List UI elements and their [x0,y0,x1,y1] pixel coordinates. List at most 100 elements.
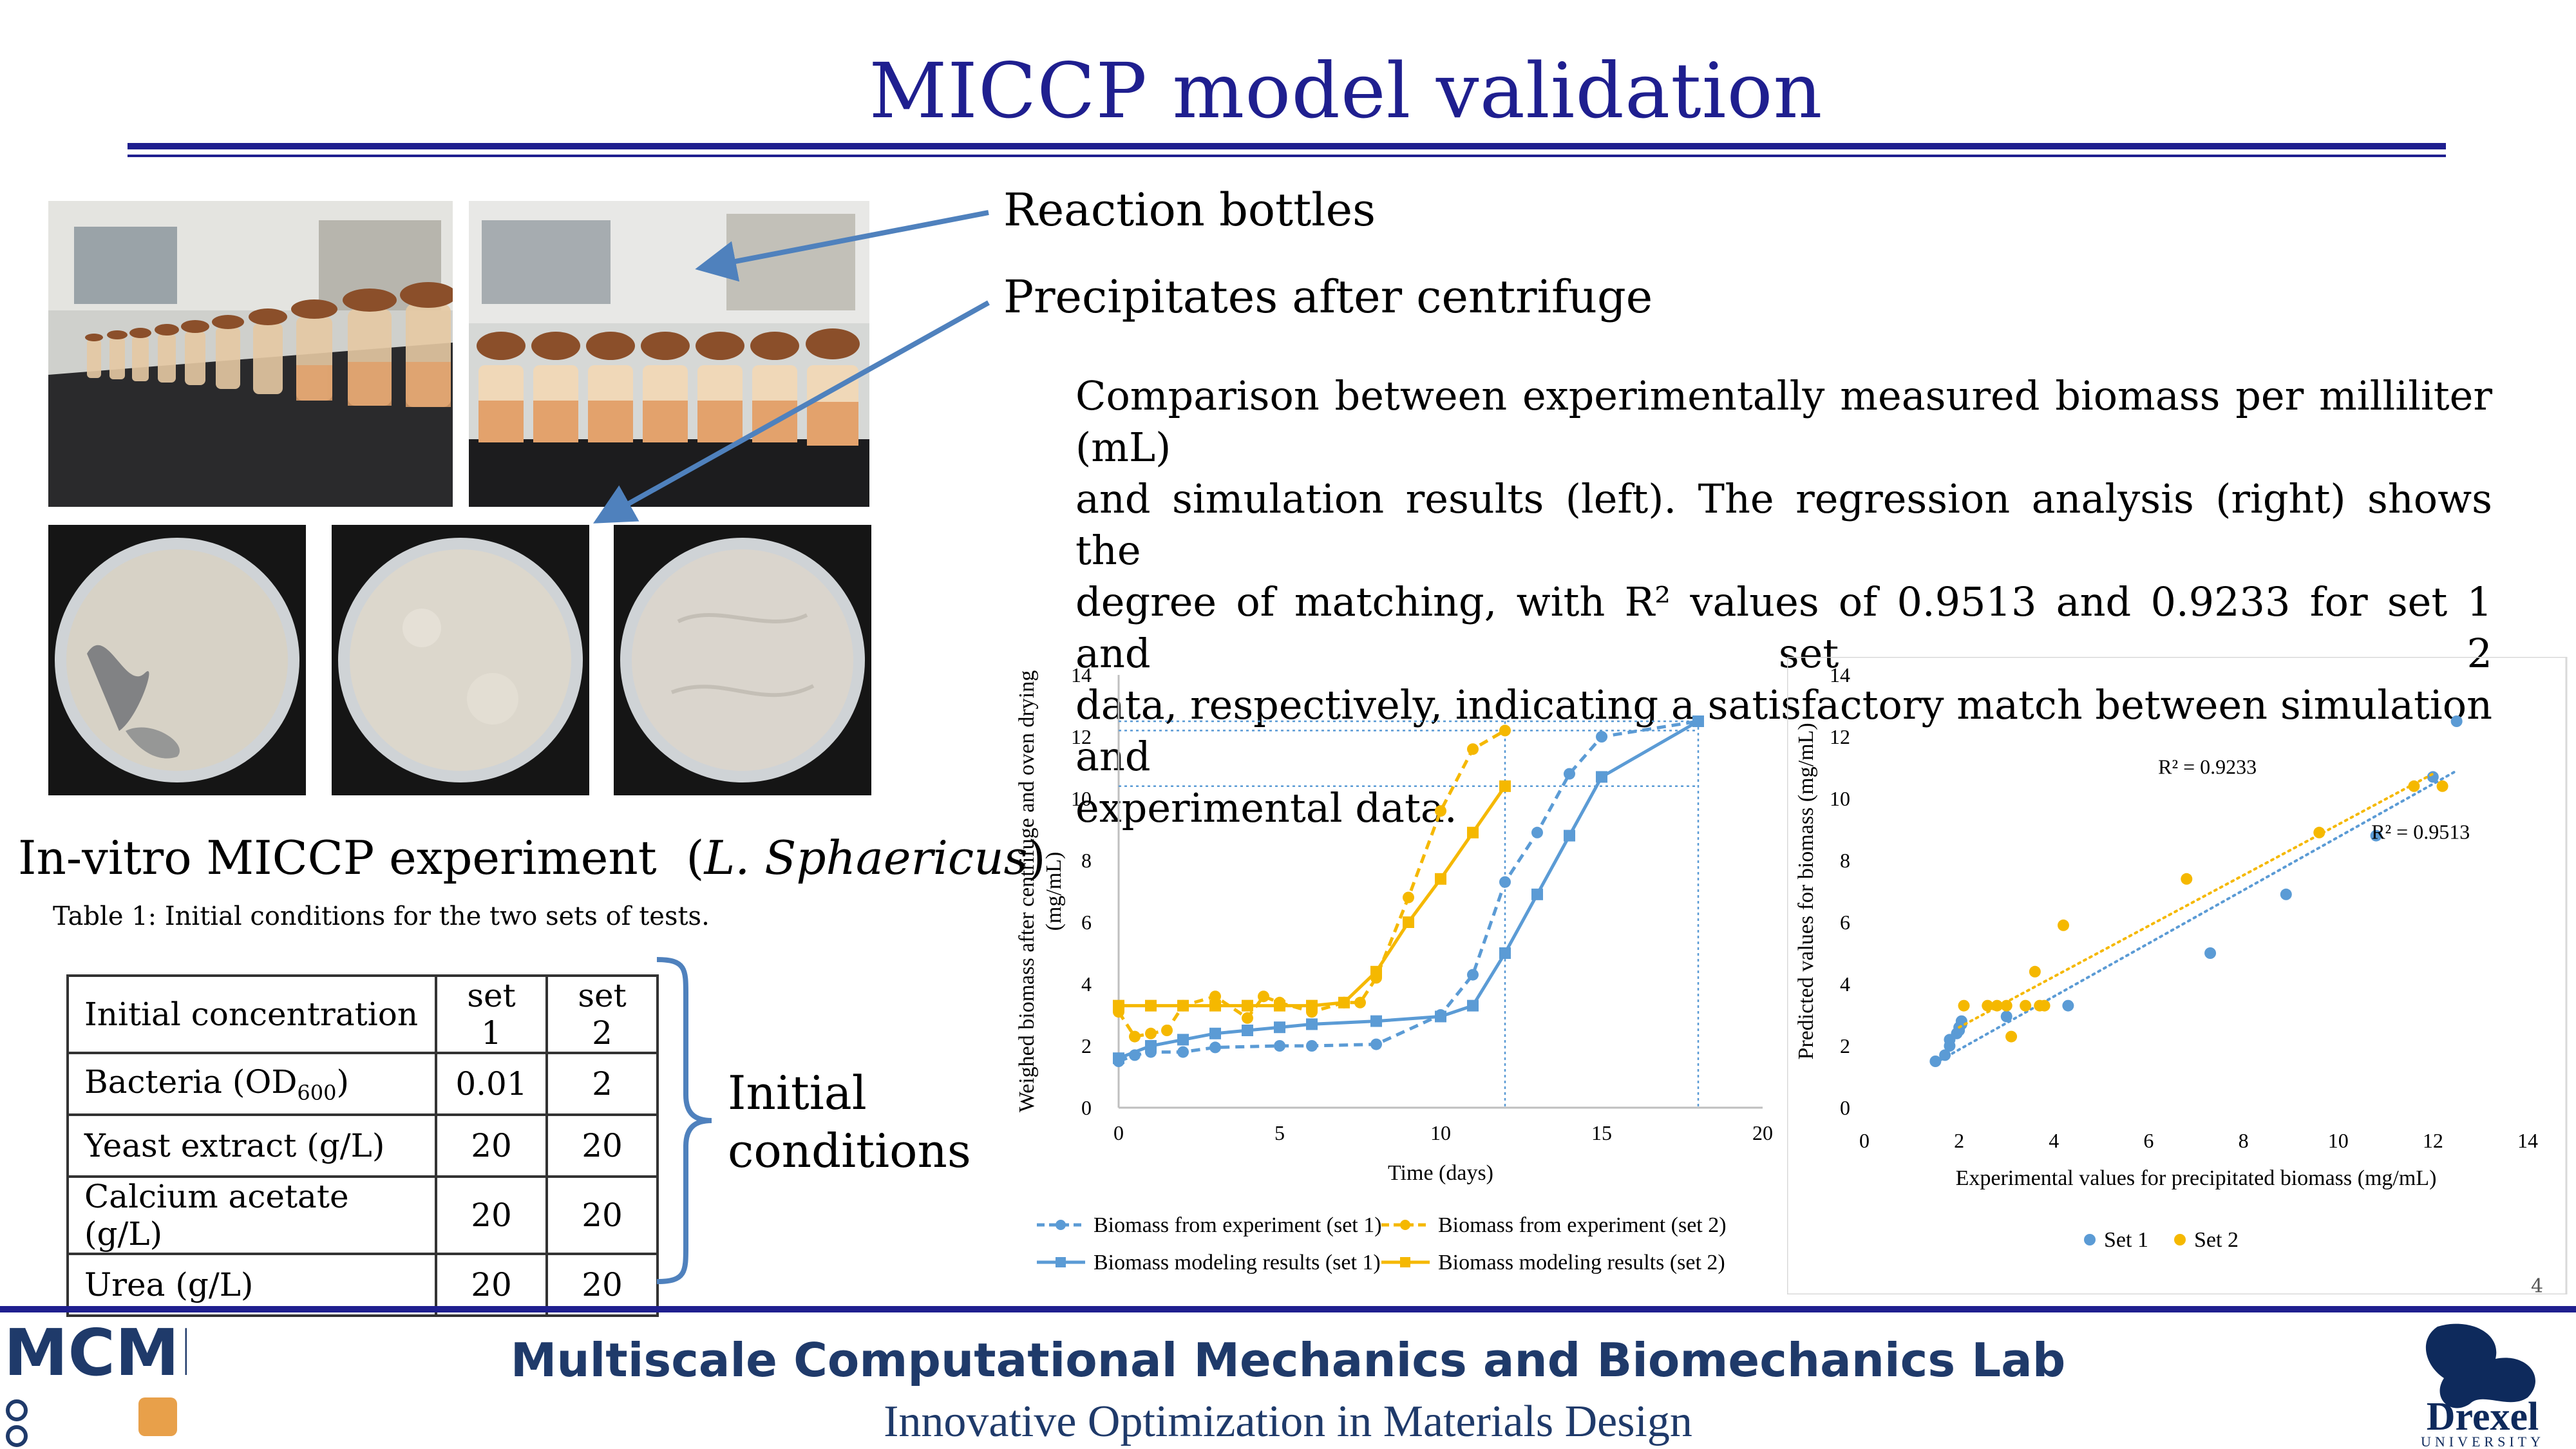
caption-line-1: Comparison between experimentally measur… [1075,372,2492,471]
scatter-point [2370,829,2382,842]
data-point [1129,1030,1141,1043]
scatter-point [1991,999,2003,1012]
data-point [1499,876,1511,888]
title-rule-thick [128,143,2446,149]
y-tick-label: 4 [1840,972,1850,996]
legend-label: Biomass modeling results (set 2) [1438,1251,1725,1274]
data-point [1145,1027,1157,1039]
table-cell: Bacteria (OD600) [66,1052,437,1116]
scatter-point [2313,826,2325,838]
data-point [1467,969,1479,981]
precipitate-photo-1 [48,525,306,795]
data-point [1499,780,1511,792]
x-tick-label: 10 [2328,1129,2349,1152]
data-point [1242,999,1253,1012]
data-point [1177,1046,1189,1058]
scatter-point [1982,999,1994,1012]
x-tick-label: 0 [1113,1121,1124,1144]
scatter-point [2181,873,2193,885]
x-tick-label: 4 [2049,1129,2059,1152]
data-point [1274,1021,1285,1034]
footer-rule [0,1306,2576,1312]
data-point [1242,1025,1253,1036]
data-point [1596,731,1607,743]
trendline-1 [1934,769,2458,1065]
data-point [1354,996,1366,1009]
data-point [1306,999,1318,1012]
table-header-row: Initial concentration set 1 set 2 [66,974,659,1054]
x-axis-label: Experimental values for precipitated bio… [1956,1166,2437,1190]
data-point [1177,1034,1189,1046]
y-tick-label: 2 [1081,1034,1092,1057]
data-point [1370,965,1382,978]
data-point [1467,826,1479,838]
y-tick-label: 10 [1830,787,1850,810]
drexel-logo-subtext: UNIVERSITY [2421,1434,2544,1449]
data-point [1145,999,1157,1012]
experiment-title-text: In-vitro MICCP experiment [18,831,657,885]
x-tick-label: 6 [2143,1129,2154,1152]
initial-conditions-label-line-1: Initial [728,1066,867,1120]
data-point [1177,999,1189,1012]
caption-paragraph: Comparison between experimentally measur… [1075,370,2492,834]
x-axis-label: Time (days) [1388,1161,1493,1185]
r2-label-set1: R² = 0.9513 [2371,820,2470,843]
y-tick-label: 0 [1081,1096,1092,1119]
data-point [1113,1052,1124,1065]
data-point [1596,771,1607,783]
experiment-species: L. Sphaericus [704,831,1028,885]
y-tick-label: 10 [1071,787,1092,810]
data-point [1274,1040,1285,1052]
y-axis-label: Predicted values for biomass (mg/mL) [1794,723,1818,1059]
label-reaction-bottles: Reaction bottles [1003,184,1376,236]
legend-marker [1056,1220,1066,1230]
table-cell: 20 [545,1175,659,1255]
page-number: 4 [2531,1275,2544,1298]
data-point [1403,891,1414,904]
x-tick-label: 10 [1430,1121,1451,1144]
y-tick-label: 14 [1071,663,1092,687]
data-point [1435,1010,1446,1023]
y-axis-label: Weighed biomass after centrifuge and ove… [1015,670,1066,1112]
data-point [1209,1041,1221,1054]
legend-label: Biomass from experiment (set 2) [1438,1213,1727,1237]
x-tick-label: 12 [2423,1129,2443,1152]
reaction-bottles-photo-1 [48,201,453,507]
mcmb-logo: MCMB [4,1315,187,1447]
scatter-point [2436,780,2448,792]
caption-line-3: degree of matching, with R² values of 0.… [1075,578,2492,677]
legend-label: Biomass modeling results (set 1) [1094,1251,1381,1274]
y-tick-label: 8 [1840,849,1850,872]
scatter-point [2000,999,2012,1012]
scatter-point [2020,999,2032,1012]
table-cell: Yeast extract (g/L) [66,1113,437,1178]
data-point [1209,1027,1221,1039]
legend-label: Biomass from experiment (set 1) [1094,1213,1382,1237]
table-cell: 0.01 [435,1052,548,1116]
arrow-to-bottles [695,210,989,282]
y-tick-label: 4 [1081,972,1092,996]
series-line-3 [1118,719,1700,1060]
x-tick-label: 20 [1752,1121,1773,1144]
data-point [1306,1040,1318,1052]
legend-marker [2174,1234,2186,1245]
legend-label: Set 1 [2104,1228,2148,1252]
table-header-cell: set 2 [545,974,659,1054]
data-point [1370,1015,1382,1027]
data-point [1113,999,1124,1012]
data-point [1531,888,1543,900]
arrow-to-precipitates [593,300,990,524]
experiment-title: In-vitro MICCP experiment (L. Sphaericus… [18,831,1046,885]
mcmb-logo-text: MCMB [4,1315,187,1390]
legend-marker [1400,1257,1410,1267]
x-tick-label: 14 [2517,1129,2538,1152]
x-tick-label: 2 [1954,1129,1964,1152]
scatter-frame [1787,657,2568,1294]
precipitate-photo-3 [614,525,871,795]
data-point [1161,1025,1173,1036]
data-point [1209,990,1221,1003]
regression-scatter-chart: R² = 0.9513 R² = 0.9233 0 2 4 6 8 10 12 14 0 2 4 6 8 1… [1787,657,2568,1294]
scatter-point [2000,1010,2012,1023]
table-header-cell: set 1 [435,974,548,1054]
scatter-point [2450,715,2463,727]
